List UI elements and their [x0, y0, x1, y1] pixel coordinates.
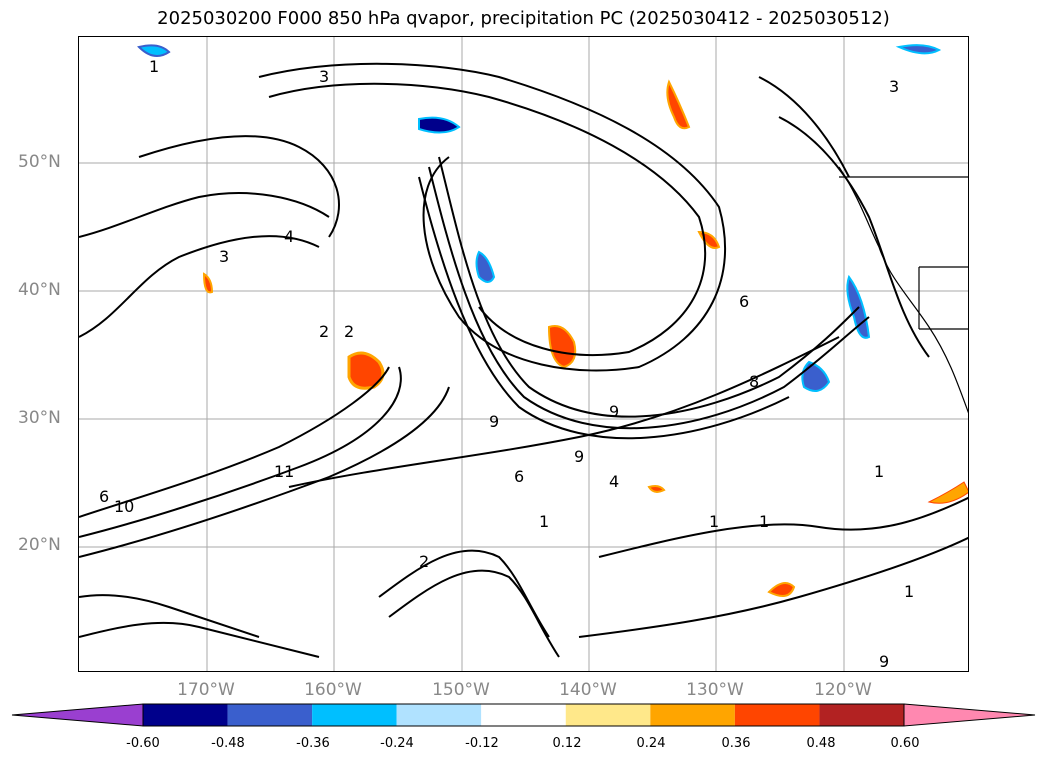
colorbar-tick: -0.48 — [211, 736, 245, 751]
contour-label: 6 — [514, 467, 524, 486]
contour-label: 2 — [344, 322, 354, 341]
colorbar-tick: 0.36 — [721, 736, 751, 751]
colorbar-segment — [481, 704, 566, 726]
contour-label: 10 — [114, 497, 134, 516]
contour-label: 1 — [759, 512, 769, 531]
lat-label-50n: 50°N — [18, 152, 61, 172]
contour-label: 3 — [319, 67, 329, 86]
colorbar-extend-high — [903, 703, 1036, 727]
colorbar-segment — [143, 704, 228, 726]
colorbar-tick: 0.48 — [806, 736, 836, 751]
contour-label: 1 — [904, 582, 914, 601]
colorbar-segment — [565, 704, 651, 726]
contour-label: 4 — [284, 227, 294, 246]
contour-label: 9 — [574, 447, 584, 466]
contour-label: 9 — [489, 412, 499, 431]
contour-label: 9 — [879, 652, 889, 671]
contour-map: 1 2 3 4 6 9 10 11 1 1 9 2 6 8 9 4 3 1 1 … — [79, 37, 968, 671]
contour-label: 1 — [149, 57, 159, 76]
colorbar-tick: -0.36 — [296, 736, 330, 751]
colorbar — [11, 703, 1036, 727]
graticule — [79, 37, 968, 671]
colorbar-tick: -0.24 — [380, 736, 414, 751]
lon-label-160w: 160°W — [304, 680, 362, 700]
lon-label-130w: 130°W — [686, 680, 744, 700]
contour-label-group: 1 2 3 4 6 9 10 11 1 1 9 2 6 8 9 4 3 1 1 … — [99, 57, 914, 671]
contour-label: 3 — [889, 77, 899, 96]
lon-label-170w: 170°W — [177, 680, 235, 700]
lon-label-120w: 120°W — [814, 680, 872, 700]
map-panel[interactable]: 1 2 3 4 6 9 10 11 1 1 9 2 6 8 9 4 3 1 1 … — [78, 36, 969, 672]
lat-label-20n: 20°N — [18, 535, 61, 555]
colorbar-tick: 0.60 — [890, 736, 920, 751]
colorbar-segment — [312, 704, 397, 726]
colorbar-segment — [650, 704, 735, 726]
precip-shading — [137, 44, 968, 597]
lat-label-30n: 30°N — [18, 408, 61, 428]
qvapor-contours — [79, 62, 968, 658]
contour-label: 6 — [739, 292, 749, 311]
colorbar-border — [142, 703, 905, 727]
lon-label-140w: 140°W — [559, 680, 617, 700]
colorbar-segment — [227, 704, 313, 726]
colorbar-tick: -0.12 — [465, 736, 499, 751]
colorbar-tick: 0.24 — [636, 736, 666, 751]
contour-label: 4 — [609, 472, 619, 491]
contour-label: 6 — [99, 487, 109, 506]
lon-label-150w: 150°W — [432, 680, 490, 700]
contour-label: 1 — [874, 462, 884, 481]
colorbar-segment — [396, 704, 482, 726]
contour-label: 1 — [539, 512, 549, 531]
lat-label-40n: 40°N — [18, 280, 61, 300]
contour-label: 11 — [274, 462, 294, 481]
contour-label: 8 — [749, 372, 759, 391]
contour-label: 2 — [319, 322, 329, 341]
contour-label: 1 — [709, 512, 719, 531]
contour-label: 3 — [219, 247, 229, 266]
colorbar-extend-low — [11, 703, 144, 727]
colorbar-tick: 0.12 — [552, 736, 582, 751]
colorbar-segment — [819, 704, 904, 726]
coastline — [838, 166, 968, 414]
colorbar-segment — [734, 704, 820, 726]
contour-label: 2 — [419, 552, 429, 571]
map-title: 2025030200 F000 850 hPa qvapor, precipit… — [157, 8, 890, 29]
colorbar-tick: -0.60 — [126, 736, 160, 751]
contour-label: 9 — [609, 402, 619, 421]
